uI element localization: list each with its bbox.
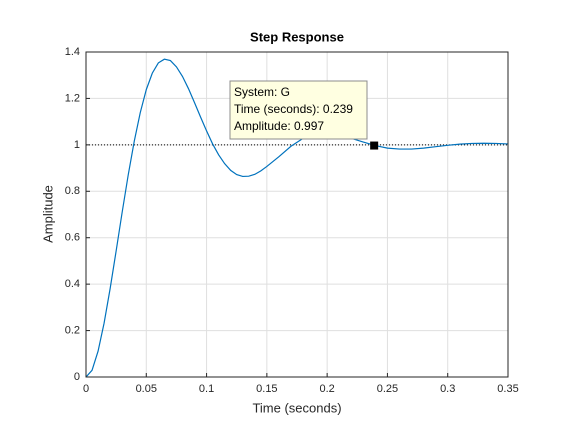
plot-area [85,58,509,378]
y-tick-label: 0.2 [65,324,80,336]
datatip-text: Time (seconds): 0.239 [234,102,353,116]
y-tick-label: 1 [74,139,80,151]
chart-title: Step Response [250,29,344,44]
axes-box [85,51,509,378]
x-tick-label: 0.35 [497,383,518,395]
y-axis-label: Amplitude [40,185,55,243]
x-tick-label: 0.15 [256,383,277,395]
x-tick-label: 0 [83,383,89,395]
x-tick-label: 0.1 [199,383,214,395]
ticks: 0 0.05 0.1 0.15 0.2 0.25 0.3 0.35 0 0.2 0.4 0.6 0.8 1… [65,46,519,395]
datatip-text: Amplitude: 0.997 [234,119,324,133]
y-tick-label: 1.4 [65,46,80,58]
y-tick-label: 0 [74,371,80,383]
x-axis-label: Time (seconds) [252,400,341,415]
y-tick-label: 0.8 [65,185,80,197]
y-tick-label: 1.2 [65,92,80,104]
x-tick-label: 0.25 [377,383,398,395]
x-tick-label: 0.3 [440,383,455,395]
datatip-text: System: G [234,85,290,99]
y-tick-label: 0.4 [65,278,80,290]
response-line [85,58,509,378]
datatip-box [229,80,368,140]
x-tick-label: 0.2 [319,383,334,395]
x-tick-label: 0.05 [136,383,157,395]
datatip: System: G Time (seconds): 0.239 Amplitude:… [229,80,379,150]
y-tick-label: 0.6 [65,232,80,244]
datatip-marker [370,141,379,150]
